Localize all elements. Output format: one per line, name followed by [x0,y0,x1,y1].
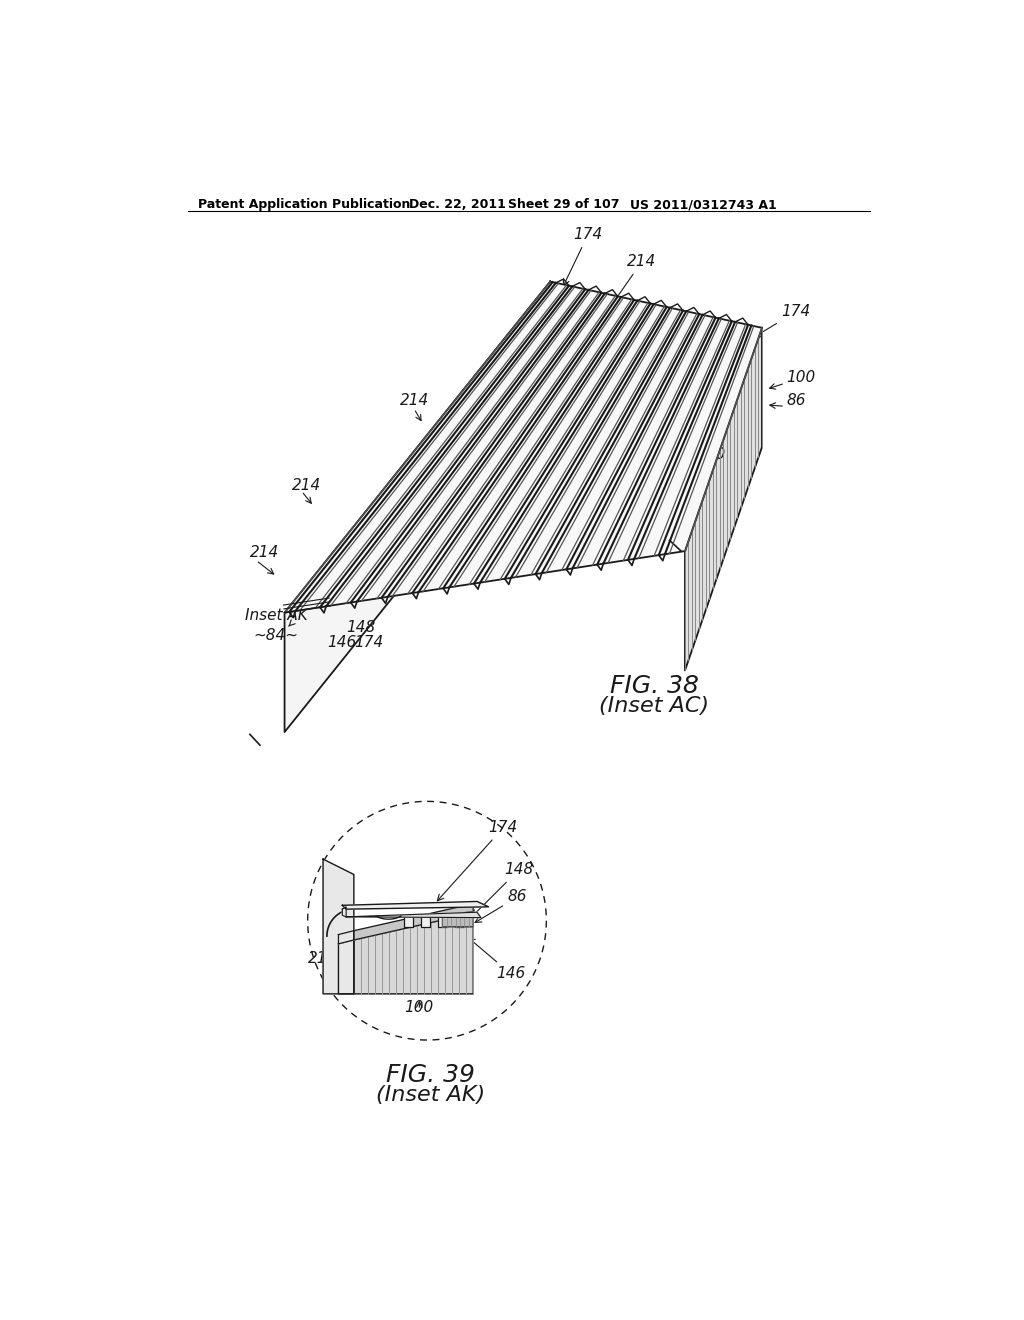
Text: ~84~: ~84~ [254,628,299,643]
Text: 214: 214 [307,950,337,966]
Text: FIG. 38: FIG. 38 [609,675,698,698]
Polygon shape [339,931,354,944]
Text: 174: 174 [354,635,383,651]
Polygon shape [285,281,762,612]
Polygon shape [354,904,473,940]
Polygon shape [346,912,481,917]
Text: (Inset AK): (Inset AK) [376,1085,485,1105]
Text: 100: 100 [404,999,434,1015]
Text: 146: 146 [327,635,356,651]
Text: 100: 100 [786,370,816,384]
Polygon shape [685,327,762,671]
Text: 174: 174 [563,227,602,285]
Text: Sheet 29 of 107: Sheet 29 of 107 [508,198,620,211]
Text: (Inset AC): (Inset AC) [599,696,710,715]
Text: US 2011/0312743 A1: US 2011/0312743 A1 [630,198,776,211]
Text: 148: 148 [472,862,534,916]
Polygon shape [342,907,346,917]
Text: 214: 214 [250,545,280,560]
Polygon shape [339,940,354,994]
Text: 160: 160 [696,446,726,462]
Text: Patent Application Publication: Patent Application Publication [199,198,411,211]
Bar [421,915,430,927]
Text: 146: 146 [469,939,525,982]
Text: 86: 86 [475,890,527,923]
Text: 148: 148 [346,620,376,635]
Text: 214: 214 [400,393,429,408]
Text: Inset AK: Inset AK [245,609,307,623]
Bar [438,915,447,927]
Text: 174: 174 [437,820,518,900]
Text: 174: 174 [754,304,810,338]
Text: Dec. 22, 2011: Dec. 22, 2011 [410,198,506,211]
Text: 86: 86 [786,393,806,408]
Text: 214: 214 [614,255,656,301]
Bar [403,915,413,927]
Polygon shape [342,902,488,909]
Bar [455,915,464,927]
Polygon shape [442,911,473,927]
Polygon shape [285,281,550,733]
Polygon shape [323,859,354,994]
Polygon shape [354,913,473,994]
Text: 214: 214 [292,478,322,492]
Text: FIG. 39: FIG. 39 [386,1063,475,1088]
